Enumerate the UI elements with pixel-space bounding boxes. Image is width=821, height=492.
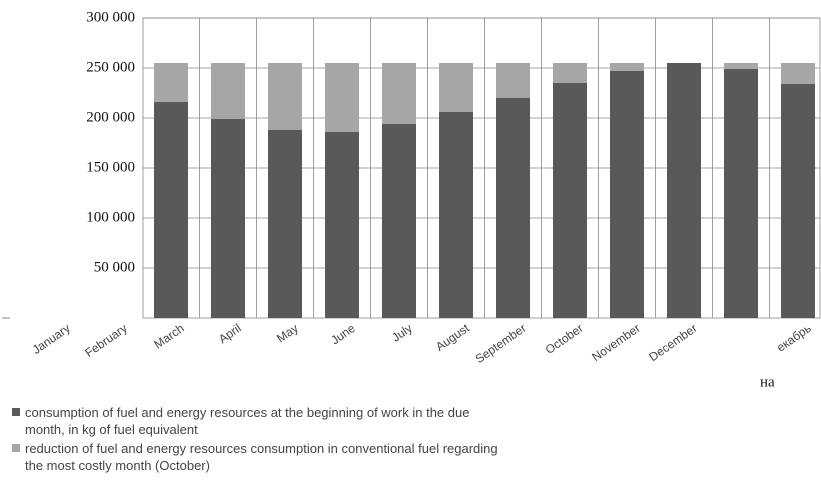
bar-segment [211, 63, 245, 119]
legend-item: reduction of fuel and energy resources c… [12, 440, 512, 474]
x-tick-label: January [30, 321, 73, 357]
legend-item: consumption of fuel and energy resources… [12, 404, 512, 438]
bar-segment [325, 63, 359, 132]
x-tick-label: July [389, 321, 415, 345]
bar-segment [610, 71, 644, 318]
bar-segment [553, 63, 587, 83]
x-tick-label: August [433, 321, 472, 354]
annotation: на [760, 374, 775, 390]
chart: 50 000 100 000 150 000 200 000 250 000 300 00… [2, 9, 821, 390]
x-tick-label: April [216, 321, 244, 346]
bar-segment [496, 98, 530, 318]
bar-segment [610, 63, 644, 71]
bar-segment [781, 84, 815, 318]
bar-segment [382, 124, 416, 318]
x-tick-label: May [274, 321, 301, 345]
bar-segment [268, 63, 302, 130]
bar-segment [439, 63, 473, 112]
bar-segment [724, 63, 758, 69]
legend-label: reduction of fuel and energy resources c… [25, 441, 498, 473]
y-tick-label: 250 000 [86, 59, 135, 75]
bar-segment [211, 119, 245, 318]
bar-segment [154, 63, 188, 102]
x-tick-label: March [151, 321, 186, 352]
bar-segment [553, 83, 587, 318]
x-tick-label: екабрь [774, 321, 814, 355]
bar-segment [724, 69, 758, 318]
y-tick-label: 100 000 [86, 209, 135, 225]
x-tick-label: December [646, 321, 699, 364]
legend-swatch [12, 408, 20, 416]
y-tick-label: 300 000 [86, 9, 135, 25]
legend-swatch [12, 444, 20, 452]
legend-label: consumption of fuel and energy resources… [25, 405, 470, 437]
bar-segment [667, 63, 701, 318]
bar-segment [439, 112, 473, 318]
x-tick-label: February [82, 321, 129, 360]
y-tick-label: 200 000 [86, 109, 135, 125]
legend: consumption of fuel and energy resources… [12, 404, 512, 476]
x-tick-label: October [543, 321, 586, 357]
x-tick-label: November [589, 321, 642, 364]
x-tick-label: September [473, 321, 529, 366]
x-tick-label: June [328, 321, 358, 348]
bar-segment [325, 132, 359, 318]
bar-segment [268, 130, 302, 318]
y-tick-label: 150 000 [86, 159, 135, 175]
bar-segment [496, 63, 530, 98]
y-tick-label: 50 000 [94, 259, 135, 275]
bar-segment [154, 102, 188, 318]
bar-segment [382, 63, 416, 124]
bar-segment [781, 63, 815, 84]
